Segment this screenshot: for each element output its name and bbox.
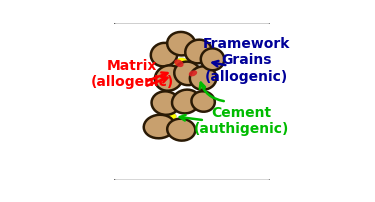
Ellipse shape: [185, 40, 211, 64]
Text: Matrix
(allogenic): Matrix (allogenic): [90, 59, 174, 89]
Text: Framework
Grains
(allogenic): Framework Grains (allogenic): [202, 37, 290, 83]
Ellipse shape: [155, 66, 183, 91]
Ellipse shape: [152, 92, 180, 115]
Ellipse shape: [169, 114, 177, 120]
Ellipse shape: [167, 119, 195, 141]
FancyBboxPatch shape: [112, 23, 273, 181]
Ellipse shape: [172, 90, 200, 114]
Ellipse shape: [190, 70, 202, 83]
Text: Cement
(authigenic): Cement (authigenic): [194, 106, 289, 136]
Ellipse shape: [190, 67, 216, 90]
Ellipse shape: [192, 92, 215, 112]
Ellipse shape: [174, 58, 190, 73]
Ellipse shape: [189, 71, 197, 77]
Ellipse shape: [144, 115, 175, 139]
Ellipse shape: [174, 62, 201, 86]
Ellipse shape: [201, 49, 224, 71]
Ellipse shape: [151, 44, 177, 67]
Ellipse shape: [174, 60, 183, 68]
Ellipse shape: [167, 33, 195, 56]
